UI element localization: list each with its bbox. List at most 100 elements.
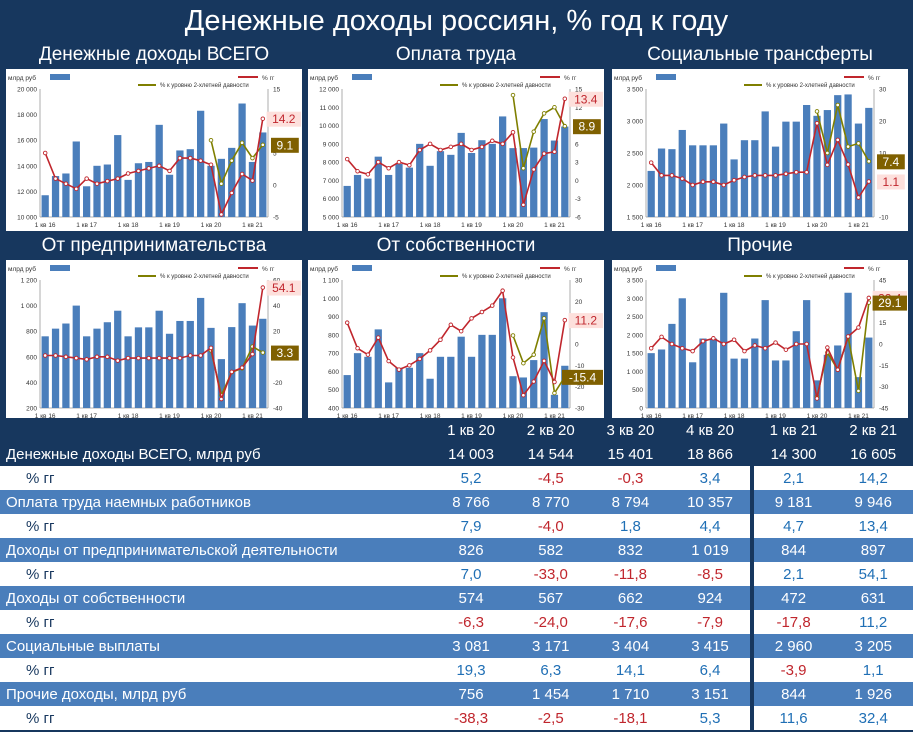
y-tick-label-right: 15 xyxy=(273,87,281,94)
bar xyxy=(844,292,852,408)
yoy-series-point xyxy=(845,334,851,339)
table-cell: -3,9 xyxy=(749,658,834,682)
panel-wages: Оплата труда млрд руб % гг % к уровню 2-хл… xyxy=(306,42,606,232)
yoy-series-line xyxy=(44,118,264,217)
x-tick-label: 1 кв 19 xyxy=(461,413,482,420)
yoy-series-point xyxy=(680,176,685,181)
panel-entrepreneurship: От предпринимательства млрд руб % гг % к у… xyxy=(4,233,304,423)
yoy-series-point xyxy=(198,158,203,163)
legend-label-two-year: % к уровню 2-хлетней давности xyxy=(160,273,249,280)
y-tick-label-left: 14 000 xyxy=(17,163,37,170)
y-tick-label-left: 1 000 xyxy=(627,369,644,376)
legend-label-two-year: % к уровню 2-хлетней давности xyxy=(160,82,249,89)
yoy-series-point xyxy=(105,354,110,360)
yoy-series-point xyxy=(804,169,809,175)
table-row-pct: % гг 19,3 6,3 14,1 6,4 -3,9 1,1 xyxy=(0,658,913,682)
chart-area: млрд руб % гг % к уровню 2-хлетней давност… xyxy=(6,69,302,231)
table-header-cell: 2 кв 21 xyxy=(833,418,913,442)
row-label: Доходы от собственности xyxy=(0,586,432,610)
yoy-series-point xyxy=(762,346,768,351)
yoy-series-point xyxy=(752,173,758,178)
y-tick-label-left: 3 500 xyxy=(627,278,644,285)
yoy-series-point xyxy=(198,353,203,358)
bar xyxy=(134,327,143,408)
yoy-series-point xyxy=(490,138,495,144)
bar xyxy=(62,323,70,408)
yoy-series-point xyxy=(814,120,820,126)
x-tick-label: 1 кв 21 xyxy=(544,222,565,229)
bar xyxy=(176,320,184,408)
chart-area: млрд руб % гг % к уровню 2-хлетней давност… xyxy=(612,69,908,231)
two-year-series-line xyxy=(512,318,566,396)
yoy-series-point xyxy=(552,379,557,385)
y-tick-label-left: 900 xyxy=(328,314,339,321)
table-cell: -4,0 xyxy=(510,514,591,538)
y-tick-label-right: 30 xyxy=(575,278,583,285)
bar xyxy=(416,143,424,217)
two-year-series-point xyxy=(541,316,547,321)
legend-label-bars: млрд руб xyxy=(8,265,36,273)
table-cell: 10 357 xyxy=(670,490,752,514)
bar xyxy=(248,325,257,408)
y-tick-label-left: 16 000 xyxy=(17,138,37,145)
y-tick-label-left: 200 xyxy=(26,406,37,413)
yoy-series-point xyxy=(700,338,706,344)
two-year-series-point xyxy=(541,111,547,116)
bar xyxy=(186,149,194,217)
yoy-series-point xyxy=(208,345,214,351)
y-tick-label-right: -15 xyxy=(879,363,889,370)
bar xyxy=(792,121,800,217)
y-tick-label-left: 11 000 xyxy=(320,105,340,112)
bar xyxy=(865,337,873,408)
yoy-series-point xyxy=(835,137,840,143)
x-tick-label: 1 кв 17 xyxy=(378,222,399,229)
yoy-series-point xyxy=(541,358,547,364)
table-row-value: Социальные выплаты 3 081 3 171 3 404 3 415 2 … xyxy=(0,634,913,658)
two-year-series-point xyxy=(835,102,840,108)
bar xyxy=(678,129,686,217)
yoy-series-point xyxy=(115,358,120,363)
x-tick-label: 1 кв 20 xyxy=(503,413,524,420)
legend-label-bars: млрд руб xyxy=(614,74,642,82)
table-cell: 574 xyxy=(431,586,511,610)
bar xyxy=(238,103,246,217)
chart-title: Социальные трансферты xyxy=(647,44,873,65)
y-tick-label-left: 2 000 xyxy=(627,332,644,339)
yoy-series-point xyxy=(365,352,371,357)
yoy-series-point xyxy=(84,357,89,362)
bar xyxy=(771,146,780,217)
two-year-series-point xyxy=(239,140,245,146)
yoy-series-point xyxy=(541,151,547,156)
yoy-badge: 54.1 xyxy=(272,281,296,295)
yoy-series-point xyxy=(344,320,350,325)
row-label: % гг xyxy=(0,658,432,682)
table-cell: 11,6 xyxy=(749,706,834,730)
table-cell: -33,0 xyxy=(510,562,591,586)
two-year-badge: 8.9 xyxy=(579,120,596,134)
table-row-pct: % гг 5,2 -4,5 -0,3 3,4 2,1 14,2 xyxy=(0,466,913,490)
bar xyxy=(530,147,538,217)
y-tick-label-right: -45 xyxy=(879,406,889,413)
yoy-series-point xyxy=(521,202,526,208)
yoy-series-point xyxy=(427,141,433,147)
bar xyxy=(689,362,697,408)
y-tick-label-right: -20 xyxy=(273,380,283,387)
row-label: % гг xyxy=(0,514,432,538)
bar xyxy=(519,148,527,217)
table-cell: 3 415 xyxy=(670,634,752,658)
yoy-series-point xyxy=(690,348,695,354)
yoy-series-point xyxy=(344,156,350,162)
x-tick-label: 1 кв 17 xyxy=(682,413,703,420)
y-tick-label-right: 0 xyxy=(879,342,883,349)
bar xyxy=(238,303,246,408)
yoy-series-point xyxy=(562,317,568,323)
row-label: Социальные выплаты xyxy=(0,634,432,658)
bar xyxy=(114,135,122,217)
yoy-badge-bg xyxy=(568,91,603,107)
y-tick-label-left: 10 000 xyxy=(17,215,37,222)
bar xyxy=(647,170,655,217)
x-tick-label: 1 кв 17 xyxy=(76,222,97,229)
row-label: Денежные доходы ВСЕГО, млрд руб xyxy=(0,442,432,466)
two-year-series-point xyxy=(531,352,536,357)
table-cell: 4,4 xyxy=(670,514,752,538)
